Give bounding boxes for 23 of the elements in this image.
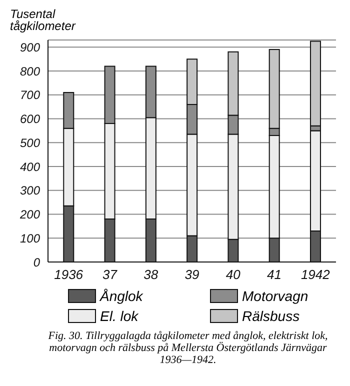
y-tick-label: 800 xyxy=(20,64,40,78)
x-tick-label: 1936 xyxy=(54,267,84,282)
x-tick-label: 41 xyxy=(267,267,282,282)
y-tick-label: 500 xyxy=(20,136,40,150)
y-axis-title: Tusental tågkilometer xyxy=(10,7,77,33)
x-tick-label: 40 xyxy=(226,267,242,282)
x-tick-label: 1942 xyxy=(300,267,331,282)
caption: Fig. 30. Tillryggalagda tågkilometer med ånglok, elektriskt lok, motorvagn och rälsbuss på Mellersta Östergötlands Järnvägar 1936—1942. xyxy=(47,330,329,366)
y-tick-label: 100 xyxy=(20,231,40,246)
y-tick-label: 300 xyxy=(20,184,40,198)
legend-label: Rälsbuss xyxy=(242,308,300,324)
legend-label: Motorvagn xyxy=(242,288,308,304)
y-tick-label: 0 xyxy=(33,255,40,270)
legend-label: Ånglok xyxy=(100,288,143,304)
y-tick-label: 600 xyxy=(20,112,40,126)
y-tick-label: 200 xyxy=(18,208,40,222)
y-tick-label: 400 xyxy=(20,160,40,174)
x-tick-label: 38 xyxy=(144,267,159,282)
legend-label: El. lok xyxy=(100,308,138,324)
y-tick-label: 700 xyxy=(20,88,40,102)
y-tick-label: 900 xyxy=(20,40,40,54)
x-tick-label: 39 xyxy=(184,267,200,282)
x-tick-label: 37 xyxy=(102,267,118,282)
